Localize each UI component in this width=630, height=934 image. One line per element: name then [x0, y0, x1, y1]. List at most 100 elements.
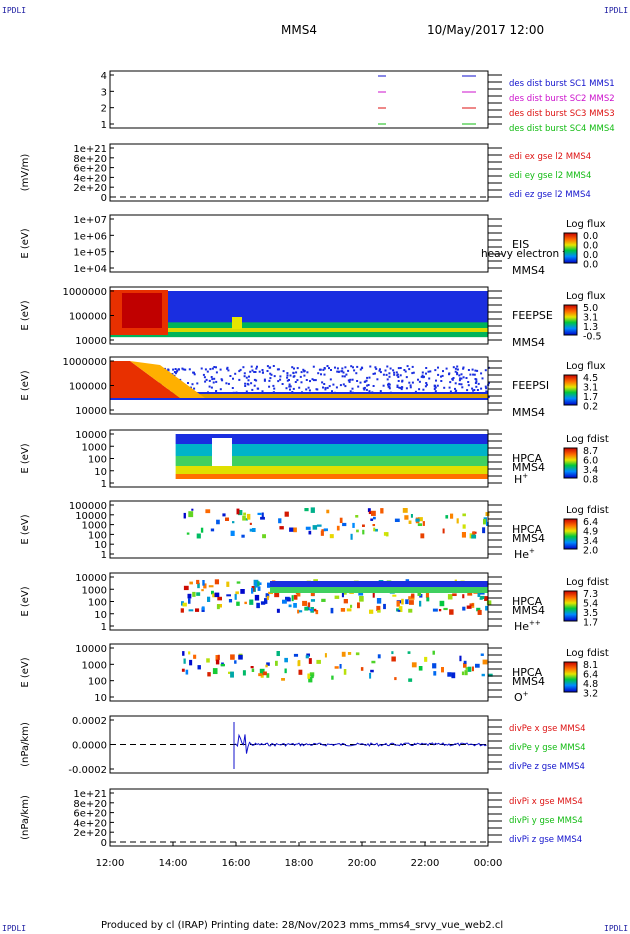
x-tick-label: 20:00 — [348, 858, 377, 869]
spectrogram-pixel — [251, 587, 254, 594]
spectrogram-pixel — [191, 383, 194, 386]
y-tick-label: 1 — [101, 550, 107, 561]
spectrogram-pixel — [255, 367, 258, 370]
spectrogram-pixel — [269, 377, 272, 380]
spectrogram-pixel — [261, 512, 264, 518]
spectrogram-pixel — [330, 369, 332, 371]
spectrogram-pixel — [405, 599, 409, 605]
spectrogram-pixel — [371, 510, 376, 516]
spectrogram-pixel — [266, 370, 269, 372]
spectrogram-pixel — [450, 513, 454, 519]
spectrogram-pixel — [225, 382, 228, 385]
spacecraft-label: MMS4 — [512, 461, 545, 474]
spectrogram-pixel — [243, 512, 247, 516]
colorbar-title: Log flux — [566, 219, 606, 230]
spectrogram-pixel — [475, 663, 480, 668]
spectrogram-pixel — [485, 387, 488, 390]
spectrogram-pixel — [480, 372, 483, 375]
spectrogram-pixel — [447, 594, 453, 600]
spectrogram-pixel — [172, 368, 175, 371]
spectrogram-pixel — [456, 365, 459, 368]
spectrogram-pixel — [253, 586, 256, 592]
spectrogram-pixel — [475, 380, 478, 383]
spectrogram-pixel — [258, 582, 262, 586]
spectrogram-pixel — [388, 372, 391, 375]
spectrogram-pixel — [408, 368, 411, 371]
overlay-label: heavy electron tof — [481, 248, 577, 260]
legend-entry: divPe y gse MMS4 — [509, 743, 586, 753]
colorbar-title: Log fdist — [566, 577, 609, 588]
spectrogram-pixel — [313, 379, 315, 382]
spectrogram-pixel — [408, 381, 411, 384]
spectrogram-pixel — [411, 381, 414, 384]
spectrogram-pixel — [365, 388, 368, 391]
spectrogram-pixel — [408, 596, 411, 600]
spectrogram-band — [270, 581, 488, 587]
spectrogram-pixel — [276, 608, 280, 613]
spectrogram-pixel — [202, 580, 205, 586]
spectrogram-pixel — [216, 604, 220, 610]
spectrogram-pixel — [382, 373, 385, 376]
spectrogram-pixel — [388, 375, 391, 378]
spectrogram-pixel — [433, 388, 436, 390]
spectrogram-pixel — [370, 669, 374, 673]
spectrogram-pixel — [211, 590, 214, 595]
spectrogram-pixel — [487, 673, 493, 677]
spectrogram-pixel — [480, 387, 483, 390]
spectrogram-pixel — [447, 672, 452, 677]
spectrogram-pixel — [324, 387, 327, 390]
spectrogram-pixel — [389, 367, 392, 370]
colorbar-title: Log fdist — [566, 648, 609, 659]
spectrogram-pixel — [472, 389, 475, 392]
spectrogram-pixel — [387, 385, 390, 388]
spectrogram-pixel — [308, 658, 312, 664]
spectrogram-pixel — [461, 532, 466, 538]
spectrogram-pixel — [193, 654, 197, 659]
spectrogram-pixel — [376, 605, 381, 612]
y-tick-label: 2 — [101, 104, 107, 115]
spectrogram-pixel — [306, 653, 310, 657]
spectrogram-pixel — [201, 606, 205, 610]
spectrogram-pixel — [471, 666, 474, 672]
spectrogram-pixel — [456, 373, 459, 376]
spectrogram-pixel — [308, 530, 312, 535]
spectrogram-pixel — [386, 365, 389, 368]
spectrogram-pixel — [240, 589, 245, 594]
spectrogram-pixel — [302, 600, 308, 606]
spectrogram-pixel — [305, 388, 308, 391]
y-tick-label: 10000 — [75, 336, 107, 347]
spectrogram-pixel — [440, 375, 442, 378]
spectrogram-pixel — [350, 533, 353, 540]
spectrogram-pixel — [346, 608, 352, 612]
spectrogram-pixel — [429, 370, 432, 373]
colorbar-tick-label: 3.1 — [583, 383, 598, 394]
spectrogram-pixel — [458, 383, 461, 386]
spectrogram-pixel — [227, 382, 230, 385]
spectrogram-pixel — [459, 655, 462, 662]
spectrogram-pixel — [352, 522, 355, 528]
spectrogram-pixel — [232, 521, 235, 524]
spectrogram-pixel — [385, 532, 389, 537]
colorbar-title: Log flux — [566, 291, 606, 302]
spectrogram-pixel — [460, 373, 463, 376]
spectrogram-pixel — [397, 380, 400, 382]
x-tick-label: 16:00 — [222, 858, 251, 869]
spectrogram-pixel — [254, 582, 258, 588]
spectrogram-pixel — [465, 667, 468, 670]
spectrogram-pixel — [309, 380, 311, 383]
spectrogram-pixel — [412, 371, 415, 374]
spectrogram-pixel — [208, 379, 211, 382]
spectrogram-pixel — [428, 377, 431, 380]
y-tick-label: 0.0002 — [72, 716, 107, 727]
spectrogram-pixel — [286, 379, 289, 382]
species-label: He+ — [514, 547, 535, 561]
spectrogram-pixel — [296, 379, 299, 382]
colorbar-tick-label: 0.2 — [583, 402, 598, 413]
spectrogram-pixel — [474, 382, 477, 384]
spectrogram-pixel — [258, 370, 261, 373]
spectrogram-pixel — [411, 662, 417, 668]
spectrogram-pixel — [300, 371, 303, 374]
spectrogram-pixel — [341, 370, 344, 373]
y-tick-label: 0 — [101, 838, 107, 849]
spectrogram-pixel — [304, 606, 309, 611]
